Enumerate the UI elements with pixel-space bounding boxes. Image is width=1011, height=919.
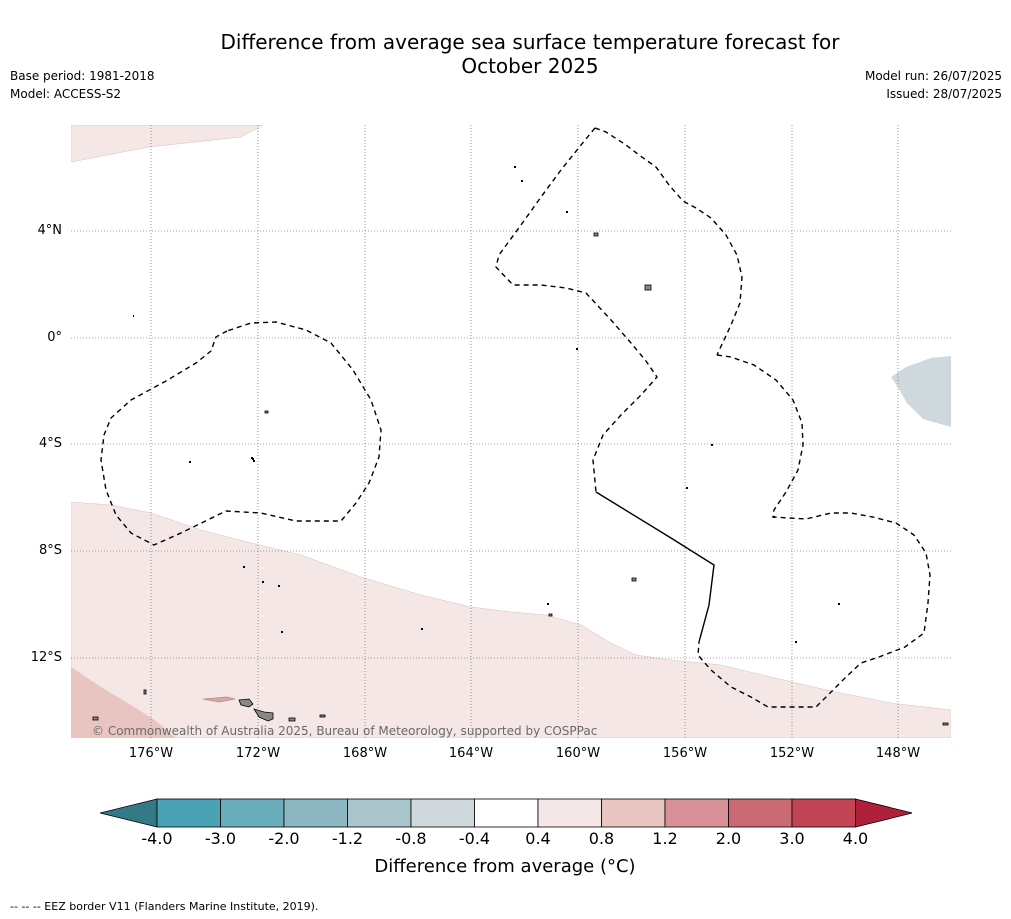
island-5 [143, 689, 147, 695]
colorbar-tick-label: 2.0 [715, 829, 742, 848]
colorbar-tick-label: 4.0 [842, 829, 869, 848]
island-3 [264, 410, 269, 414]
colorbar-tick-label: 3.0 [779, 829, 805, 848]
colorbar-segment [220, 798, 285, 828]
colorbar-tick-label: 1.2 [652, 829, 678, 848]
map-title: Difference from average sea surface temp… [180, 30, 880, 78]
colorbar-tick-label: 0.8 [588, 829, 615, 848]
colorbar-arrow-low [100, 798, 158, 828]
lat-label-12s: 12°S [30, 650, 62, 665]
colorbar-segment [664, 798, 729, 828]
lon-label-164w: 164°W [448, 746, 494, 761]
eez-footnote: -- -- -- EEZ border V11 (Flanders Marine… [10, 900, 319, 913]
lat-label-4n: 4°N [37, 223, 63, 238]
island-tutuila [202, 696, 236, 703]
colorbar-segment [601, 798, 666, 828]
colorbar-segment [791, 798, 856, 828]
colorbar-segment [283, 798, 348, 828]
meta-left: Base period: 1981-2018 Model: ACCESS-S2 [10, 67, 155, 103]
eez-borders [100, 127, 931, 708]
graticule [71, 125, 951, 738]
meta-right: Model run: 26/07/2025 Issued: 28/07/2025 [865, 67, 1002, 103]
islands [92, 232, 949, 726]
lat-label-0: 0° [47, 330, 62, 345]
atolls [133, 166, 840, 643]
colorbar-segment [537, 798, 602, 828]
colorbar-tick-label: -4.0 [141, 829, 173, 848]
colorbar-segment [347, 798, 412, 828]
lat-label-4s: 4°S [38, 436, 62, 451]
colorbar [100, 798, 912, 828]
colorbar-tick-label: -2.0 [268, 829, 300, 848]
island-9 [548, 613, 553, 617]
anomaly-region-east [891, 356, 951, 427]
lat-label-8s: 8°S [38, 543, 62, 558]
lon-label-160w: 160°W [555, 746, 601, 761]
anomaly-region-south [71, 501, 951, 738]
base-period: Base period: 1981-2018 [10, 69, 155, 83]
lon-label-176w: 176°W [128, 746, 174, 761]
colorbar-segment [410, 798, 475, 828]
colorbar-segment [156, 798, 221, 828]
island-6 [92, 716, 99, 721]
eez-tokelau [100, 321, 382, 546]
lon-label-156w: 156°W [662, 746, 708, 761]
island-2 [644, 284, 652, 291]
colorbar-label: Difference from average (°C) [374, 856, 636, 877]
copyright-notice: © Commonwealth of Australia 2025, Bureau… [92, 724, 598, 738]
island-10 [942, 722, 949, 726]
issued-date: Issued: 28/07/2025 [886, 87, 1002, 101]
island-savaii [238, 698, 254, 708]
lon-label-168w: 168°W [342, 746, 388, 761]
colorbar-tick-label: -1.2 [331, 829, 364, 848]
island-1 [593, 232, 599, 237]
colorbar-tick-label: -0.8 [395, 829, 427, 848]
colorbar-tick-label: -0.4 [458, 829, 491, 848]
colorbar-tick-label: -3.0 [204, 829, 237, 848]
island-7 [288, 717, 296, 722]
sst-map [71, 125, 951, 738]
lon-label-172w: 172°W [235, 746, 281, 761]
eez-kiribati-line [594, 127, 743, 356]
colorbar-segment [474, 798, 539, 828]
colorbar-tick-label: 0.4 [525, 829, 551, 848]
lon-label-152w: 152°W [769, 746, 815, 761]
eez-solid-border [595, 491, 715, 643]
anomaly-region-nw [71, 125, 264, 163]
colorbar-arrow-high [855, 798, 912, 828]
eez-cook-east [697, 354, 931, 708]
island-upolu [253, 708, 274, 722]
island-8 [319, 714, 326, 718]
colorbar-segment [728, 798, 793, 828]
title-line-2: October 2025 [461, 54, 599, 78]
model-name: Model: ACCESS-S2 [10, 87, 122, 101]
model-run: Model run: 26/07/2025 [864, 69, 1002, 83]
eez-kiribati-line-west [495, 127, 658, 493]
island-4 [631, 577, 637, 582]
title-line-1: Difference from average sea surface temp… [220, 30, 840, 54]
lon-label-148w: 148°W [875, 746, 921, 761]
